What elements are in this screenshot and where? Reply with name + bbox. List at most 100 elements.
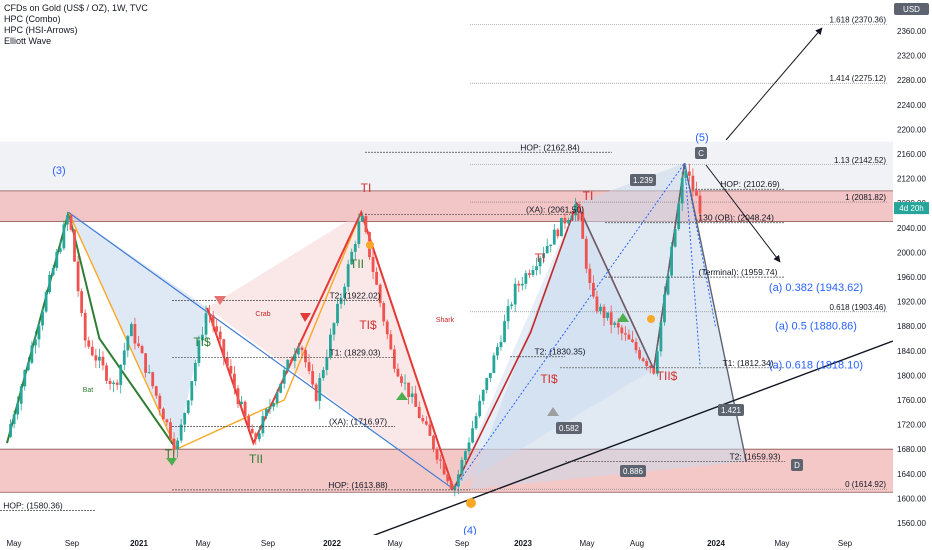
pivot-marker (791, 459, 803, 471)
level-label: T2: (1830.35) (534, 347, 585, 357)
candle-body (12, 414, 16, 425)
candle-body (666, 275, 670, 295)
candle-body (616, 322, 620, 328)
candle-body (535, 266, 538, 271)
price-tick-label: 2160.00 (897, 150, 926, 159)
candle-body (272, 403, 275, 407)
candle-body (62, 224, 66, 249)
currency-badge (894, 3, 929, 15)
candle-body (400, 376, 403, 383)
candle-body (329, 334, 332, 358)
buy-arrow-marker (166, 458, 177, 466)
candle-body (570, 215, 574, 220)
level-label: T1: (1829.03) (329, 348, 380, 358)
time-tick-label: 2022 (323, 539, 341, 548)
level-label: T2: (1922.02) (329, 290, 380, 300)
candle-body (105, 365, 108, 381)
candle-body (627, 334, 631, 340)
ratio-box-label: 1.239 (633, 176, 654, 185)
candle-body (151, 372, 155, 387)
candle-body (73, 229, 76, 262)
candle-body (446, 474, 450, 482)
ratio-box (630, 174, 656, 186)
candle-body (577, 203, 581, 213)
candle-body (300, 347, 304, 351)
candle-body (641, 358, 645, 362)
candle-body (225, 357, 229, 366)
harmonic-fill-shark (453, 203, 654, 490)
candle-body (311, 371, 315, 385)
price-tick-label: 2000.00 (897, 248, 926, 257)
candle-body (659, 322, 663, 352)
candle-body (23, 370, 27, 387)
candle-body (663, 294, 666, 323)
candle-body (378, 284, 382, 304)
candle-body (478, 400, 482, 417)
candle-body (94, 355, 98, 361)
candle-body (456, 474, 460, 487)
fib-level-label: 0 (1614.92) (845, 480, 886, 489)
candle-body (204, 313, 208, 335)
time-tick-label: 2023 (514, 539, 532, 548)
candle-body (183, 413, 187, 425)
candle-body (364, 216, 368, 233)
candle-body (680, 178, 684, 204)
candle-body (385, 321, 389, 335)
ratio-box-label: 0.886 (623, 467, 644, 476)
projection-arrow-down (705, 164, 781, 263)
candle-body (581, 212, 585, 239)
indicator-elliott[interactable]: Elliott Wave (4, 36, 52, 46)
candle-body (144, 353, 147, 373)
indicator-combo[interactable]: HPC (Combo) (4, 14, 61, 24)
candle-body (613, 322, 617, 325)
pivot-marker-label: C (698, 149, 704, 158)
candle-body (353, 244, 357, 252)
candle-body (407, 382, 410, 398)
price-tick-label: 2200.00 (897, 125, 926, 134)
candle-body (652, 367, 656, 374)
candle-body (560, 217, 563, 237)
harmonic-fill-bat (68, 212, 208, 450)
candle-body (471, 428, 474, 443)
candle-body (606, 312, 609, 318)
level-label: HOP: (2162.84) (520, 142, 580, 152)
signal-label-ti: TI (583, 189, 594, 203)
level-label: (XA): (2061.50) (526, 205, 584, 215)
candle-body (563, 217, 567, 224)
candle-body (517, 283, 521, 286)
candle-body (403, 382, 407, 384)
candle-body (257, 433, 261, 440)
candle-body (488, 372, 492, 379)
candle-body (282, 370, 286, 384)
candle-body (424, 421, 428, 425)
fib-level-label: 1.414 (2275.12) (830, 74, 887, 83)
rising-trendline (339, 340, 894, 549)
candle-body (169, 422, 172, 439)
candle-body (44, 292, 48, 312)
sell-arrow-marker (214, 296, 226, 305)
time-tick-label: Sep (455, 539, 470, 548)
candle-body (250, 428, 254, 434)
candle-body (513, 283, 517, 305)
price-tick-label: 1560.00 (897, 519, 926, 528)
candle-body (115, 382, 119, 385)
candle-body (698, 195, 702, 214)
candle-body (318, 378, 322, 401)
candle-body (357, 221, 361, 245)
time-tick-label: May (387, 539, 402, 548)
candle-body (211, 315, 215, 327)
candle-body (9, 424, 12, 437)
pattern-name-bat: Bat (83, 387, 94, 394)
price-tick-label: 1720.00 (897, 421, 926, 430)
price-tick-label: 1640.00 (897, 470, 926, 479)
candle-body (392, 349, 396, 369)
fib-level-label: 1.13 (2142.52) (834, 156, 886, 165)
signal-label-ti: TI (535, 251, 546, 265)
indicator-arrows[interactable]: HPC (HSI-Arrows) (4, 25, 78, 35)
candle-body (552, 229, 556, 245)
crab-pattern-legs (206, 209, 455, 490)
candle-body (648, 365, 652, 368)
price-tick-label: 1800.00 (897, 371, 926, 380)
